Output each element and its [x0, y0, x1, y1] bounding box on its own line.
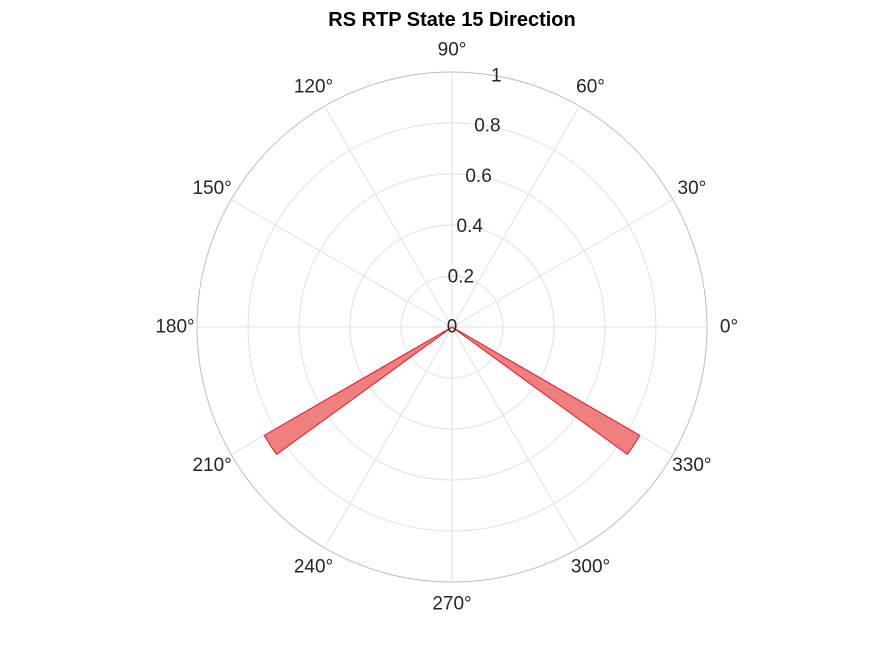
theta-gridline — [324, 105, 453, 328]
theta-tick-label: 240° — [294, 556, 333, 577]
theta-tick-label: 120° — [294, 77, 333, 98]
theta-tick-labels: 0° 30° 60° 90° 120° 150° 180° 210° 240° 270° 300° 3… — [155, 40, 738, 615]
theta-tick-label: 60° — [576, 77, 605, 98]
histogram-bar — [451, 326, 641, 455]
theta-tick-label: 180° — [155, 317, 194, 338]
chart-title: RS RTP State 15 Direction — [328, 9, 575, 31]
theta-tick-label: 300° — [571, 556, 610, 577]
theta-tick-label: 210° — [192, 455, 231, 476]
histogram-bars — [263, 326, 641, 455]
theta-tick-label: 270° — [432, 594, 471, 615]
theta-gridline — [324, 326, 453, 549]
theta-tick-label: 330° — [672, 455, 711, 476]
theta-tick-label: 90° — [438, 40, 467, 61]
theta-gridline — [451, 105, 580, 328]
theta-tick-label: 0° — [720, 317, 738, 338]
theta-gridline — [451, 199, 674, 328]
radius-tick-label: 0.2 — [448, 266, 474, 287]
radius-tick-labels: 0 0.2 0.4 0.6 0.8 1 — [447, 65, 502, 337]
histogram-bar — [263, 326, 453, 455]
theta-tick-label: 30° — [678, 178, 707, 199]
radius-tick-label: 0.6 — [465, 166, 491, 187]
radius-tick-label: 0.8 — [474, 116, 500, 137]
radius-tick-label: 0 — [447, 317, 458, 338]
radius-tick-label: 0.4 — [457, 216, 484, 237]
theta-tick-label: 150° — [192, 178, 231, 199]
radius-tick-label: 1 — [491, 65, 502, 86]
theta-gridline — [230, 199, 453, 328]
theta-gridline — [451, 326, 580, 549]
